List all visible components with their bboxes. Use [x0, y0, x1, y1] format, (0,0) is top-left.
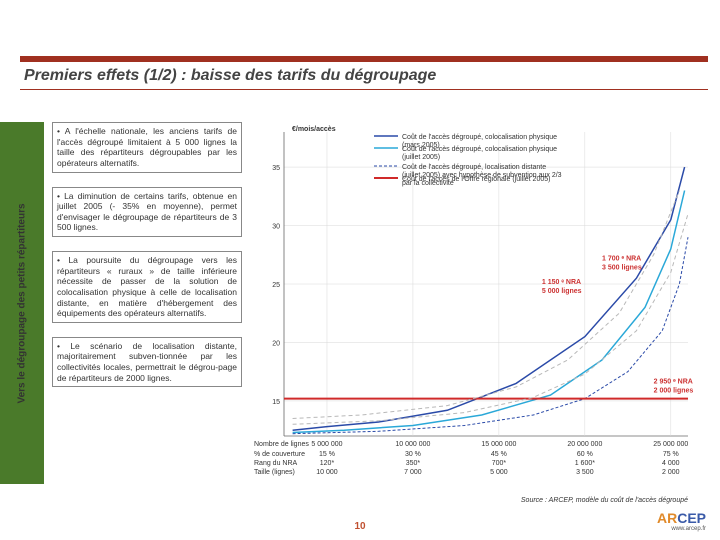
- svg-text:5 000 000: 5 000 000: [311, 441, 342, 448]
- svg-text:60 %: 60 %: [577, 451, 593, 458]
- svg-text:7 000: 7 000: [404, 469, 422, 476]
- svg-text:2 950 ᵉ NRA: 2 950 ᵉ NRA: [654, 378, 693, 385]
- svg-text:20: 20: [272, 340, 280, 347]
- chart-container: €/mois/accès 15 20 25 30 35 5 000 000 10 000 00…: [250, 122, 698, 506]
- logo-brand: ARCEP: [657, 510, 706, 526]
- svg-text:75 %: 75 %: [663, 451, 679, 458]
- cost-chart: €/mois/accès 15 20 25 30 35 5 000 000 10 000 00…: [250, 122, 698, 506]
- svg-text:30: 30: [272, 224, 280, 231]
- svg-text:5 000: 5 000: [490, 469, 508, 476]
- svg-text:Rang du NRA: Rang du NRA: [254, 460, 298, 467]
- svg-text:Source : ARCEP, modèle du coût: Source : ARCEP, modèle du coût de l'accè…: [521, 497, 688, 504]
- svg-text:3 500: 3 500: [576, 469, 594, 476]
- svg-text:4 000: 4 000: [662, 460, 680, 467]
- content-area: • A l'échelle nationale, les anciens tar…: [52, 122, 698, 506]
- svg-text:15: 15: [272, 399, 280, 406]
- sidebar-label: Vers le dégroupage des petits répartiteu…: [17, 203, 28, 403]
- svg-text:Taille (lignes): Taille (lignes): [254, 469, 295, 476]
- svg-text:1 600*: 1 600*: [575, 460, 596, 467]
- bullet-para-4: • Le scénario de localisation distante, …: [52, 337, 242, 388]
- svg-text:30 %: 30 %: [405, 451, 421, 458]
- page-title: Premiers effets (1/2) : baisse des tarif…: [20, 67, 436, 85]
- svg-text:Coût de l'accès de l'Offre rég: Coût de l'accès de l'Offre régionale (ju…: [402, 176, 550, 183]
- svg-text:Coût de l'accès dégroupé, colo: Coût de l'accès dégroupé, colocalisation…: [402, 134, 557, 141]
- svg-text:45 %: 45 %: [491, 451, 507, 458]
- svg-text:Coût de l'accès dégroupé, loca: Coût de l'accès dégroupé, localisation d…: [402, 164, 546, 171]
- svg-text:2 000: 2 000: [662, 469, 680, 476]
- svg-text:350*: 350*: [406, 460, 421, 467]
- bullet-para-1: • A l'échelle nationale, les anciens tar…: [52, 122, 242, 173]
- svg-text:15 %: 15 %: [319, 451, 335, 458]
- svg-text:€/mois/accès: €/mois/accès: [292, 126, 336, 133]
- page-number: 10: [0, 521, 720, 532]
- svg-text:700*: 700*: [492, 460, 507, 467]
- svg-text:1 150 ᵉ NRA: 1 150 ᵉ NRA: [542, 279, 581, 286]
- svg-text:10 000 000: 10 000 000: [395, 441, 430, 448]
- svg-text:20 000 000: 20 000 000: [567, 441, 602, 448]
- svg-text:5 000 lignes: 5 000 lignes: [542, 288, 582, 295]
- svg-text:1 700 ᵉ NRA: 1 700 ᵉ NRA: [602, 256, 641, 263]
- logo-url: www.arcep.fr: [657, 526, 706, 532]
- title-bar: Premiers effets (1/2) : baisse des tarif…: [20, 56, 708, 90]
- arcep-logo: ARCEP www.arcep.fr: [657, 510, 706, 532]
- svg-text:25: 25: [272, 282, 280, 289]
- svg-text:% de couverture: % de couverture: [254, 451, 305, 458]
- svg-text:3 500 lignes: 3 500 lignes: [602, 265, 642, 272]
- svg-text:Coût de l'accès dégroupé, colo: Coût de l'accès dégroupé, colocalisation…: [402, 146, 557, 153]
- svg-text:15 000 000: 15 000 000: [481, 441, 516, 448]
- bullet-para-3: • La poursuite du dégroupage vers les ré…: [52, 251, 242, 323]
- svg-text:(juillet 2005): (juillet 2005): [402, 154, 440, 161]
- svg-text:Nombre de lignes: Nombre de lignes: [254, 441, 309, 448]
- bullet-column: • A l'échelle nationale, les anciens tar…: [52, 122, 250, 506]
- svg-text:10 000: 10 000: [316, 469, 338, 476]
- svg-text:35: 35: [272, 165, 280, 172]
- svg-text:2 000 lignes: 2 000 lignes: [654, 387, 694, 394]
- sidebar-label-container: Vers le dégroupage des petits répartiteu…: [0, 122, 44, 484]
- bullet-para-2: • La diminution de certains tarifs, obte…: [52, 187, 242, 238]
- svg-text:25 000 000: 25 000 000: [653, 441, 688, 448]
- svg-text:120*: 120*: [320, 460, 335, 467]
